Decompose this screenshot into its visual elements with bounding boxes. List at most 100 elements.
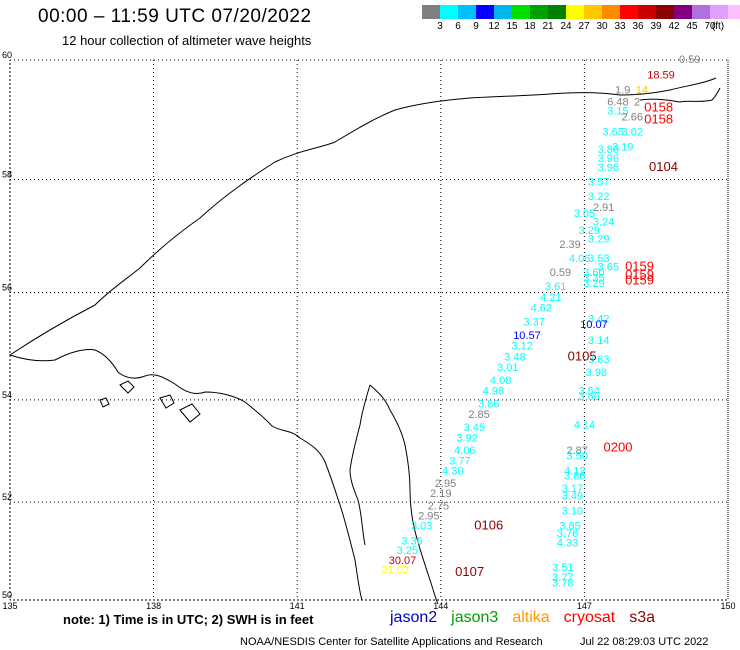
wave-height-value: 3.22 [588, 191, 609, 203]
latitude-label: 50 [2, 590, 12, 600]
latitude-label: 56 [2, 283, 12, 293]
wave-height-color-scale [422, 5, 740, 19]
legend-item-jason3: jason3 [451, 609, 499, 626]
pass-time-label: 0158 [644, 100, 673, 115]
wave-height-value: 3.51 [552, 562, 573, 574]
latitude-label: 60 [2, 50, 12, 60]
wave-height-value: 4.14 [574, 420, 595, 432]
wave-height-value: 4.08 [490, 375, 511, 387]
mainland-west-coast [9, 349, 363, 601]
wave-height-value: 4.30 [442, 466, 463, 478]
wave-height-value: 4.33 [557, 538, 578, 550]
wave-height-value: 3.15 [607, 106, 628, 118]
scale-tick-label: 45 [686, 21, 698, 32]
scale-swatch [674, 5, 692, 19]
wave-height-value: 3.24 [593, 216, 614, 228]
wave-height-value: 3.76 [557, 528, 578, 540]
wave-height-value: 10.57 [513, 330, 541, 342]
map-subtitle: 12 hour collection of altimeter wave hei… [62, 33, 312, 48]
wave-height-value: 3.85 [559, 521, 580, 533]
legend-item-altika: altika [512, 609, 550, 626]
credit-line: NOAA/NESDIS Center for Satellite Applica… [240, 636, 543, 648]
wave-height-value: 2.95 [435, 478, 456, 490]
wave-height-value: 3.19 [612, 141, 633, 153]
longitude-label: 150 [720, 601, 735, 610]
scale-swatch [530, 5, 548, 19]
wave-height-value: 3.96 [598, 162, 619, 174]
wave-height-value: 3.02 [622, 127, 643, 139]
wave-height-value: 3.78 [552, 578, 573, 590]
pass-time-label: 0158 [644, 112, 673, 127]
wave-height-value: 3.54 [578, 386, 599, 398]
wave-height-value: 3.92 [456, 432, 477, 444]
wave-height-value: 4.06 [569, 253, 590, 265]
scale-swatch [710, 5, 728, 19]
legend-item-cryosat: cryosat [563, 609, 616, 626]
wave-height-value: 2.19 [430, 488, 451, 500]
wave-height-value: 3.29 [583, 278, 604, 290]
wave-height-value: 3.10 [562, 506, 583, 518]
scale-swatch [656, 5, 674, 19]
wave-height-value: 3.60 [583, 267, 604, 279]
wave-height-value: 2.66 [622, 112, 643, 124]
wave-height-value: 3.80 [598, 144, 619, 156]
scale-swatch [728, 5, 740, 19]
graticule [9, 59, 729, 601]
scale-tick-label: 3 [437, 21, 443, 32]
wave-height-value: 3.42 [588, 314, 609, 326]
wave-height-value: 3.29 [578, 225, 599, 237]
longitude-label: 144 [433, 601, 448, 610]
scale-swatch [458, 5, 476, 19]
scale-tick-label: 42 [668, 21, 680, 32]
scale-tick-label: 27 [578, 21, 590, 32]
kamchatka-coast-fragment [639, 87, 721, 103]
pass-time-label: 0104 [649, 159, 678, 174]
scale-tick-label: 12 [488, 21, 500, 32]
wave-height-value: 1.9 [615, 85, 630, 97]
scale-tick-label: 15 [506, 21, 518, 32]
latitude-label: 58 [2, 170, 12, 180]
wave-height-value: 3.03 [411, 521, 432, 533]
shantar-islands [99, 380, 201, 423]
wave-height-value: 3.49 [562, 491, 583, 503]
wave-height-value: 2.85 [468, 409, 489, 421]
scale-swatch [602, 5, 620, 19]
wave-height-value: 2.91 [593, 202, 614, 214]
scale-swatch [440, 5, 458, 19]
wave-height-value: 4.12 [564, 466, 585, 478]
pass-time-label: 0159 [625, 272, 654, 287]
wave-height-value: 0.59 [550, 267, 571, 279]
wave-height-value: 30.07 [389, 555, 417, 567]
wave-height-value: 4.62 [531, 303, 552, 315]
wave-height-value: 10.07 [580, 319, 608, 331]
map-title: 00:00 – 11:59 UTC 07/20/2022 [38, 6, 312, 27]
longitude-label: 141 [290, 601, 305, 610]
pass-time-label: 0107 [455, 564, 484, 579]
wave-height-value: 2.75 [428, 501, 449, 513]
pass-time-label: 0106 [474, 518, 503, 533]
scale-tick-label: 21 [542, 21, 554, 32]
longitude-label: 138 [146, 601, 161, 610]
coastline [9, 77, 721, 605]
scale-swatch [476, 5, 494, 19]
sakhalin-island [349, 384, 439, 605]
wave-height-value: 3.29 [588, 233, 609, 245]
scale-swatch [620, 5, 638, 19]
scale-tick-label: 24 [560, 21, 572, 32]
wave-height-value: 3.50 [567, 450, 588, 462]
wave-height-value: 0.59 [679, 54, 700, 66]
pass-time-label: 0159 [625, 258, 654, 273]
footnote: note: 1) Time is in UTC; 2) SWH is in fe… [63, 612, 314, 627]
wave-height-value: 3.14 [588, 335, 609, 347]
scale-swatch [512, 5, 530, 19]
wave-height-value: 3.17 [562, 483, 583, 495]
scale-unit-label: (ft) [711, 21, 725, 32]
wave-height-value: 3.05 [574, 208, 595, 220]
wave-height-value: 4.06 [454, 445, 475, 457]
wave-height-value: 3.77 [449, 455, 470, 467]
generation-timestamp: Jul 22 08:29:03 UTC 2022 [580, 636, 709, 648]
siberian-coastline [9, 77, 717, 356]
wave-height-value: 3.53 [588, 253, 609, 265]
